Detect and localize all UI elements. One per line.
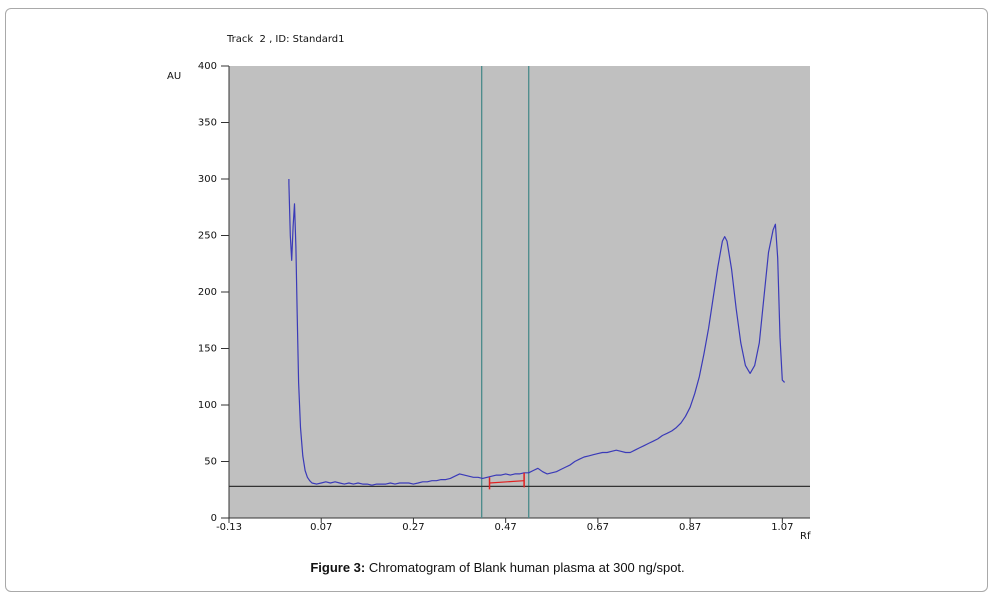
y-tick-label: 200 <box>198 287 217 298</box>
figure-caption: Figure 3: Chromatogram of Blank human pl… <box>0 560 995 575</box>
x-tick-label: -0.13 <box>216 522 242 533</box>
y-tick-label: 150 <box>198 344 217 355</box>
chart-title: Track 2 , ID: Standard1 <box>227 34 345 45</box>
x-tick-label: 0.07 <box>310 522 332 533</box>
caption-label: Figure 3: <box>310 560 366 575</box>
chromatogram-chart: 0 50 100 150 200 250 300 350 400 -0.13 0.07 0.27 0.4… <box>198 61 810 533</box>
y-tick-label: 300 <box>198 174 217 185</box>
y-tick-label: 250 <box>198 231 217 242</box>
y-tick-label: 0 <box>211 513 217 524</box>
chart-marks <box>229 66 810 518</box>
y-tick-label: 100 <box>198 400 217 411</box>
integration-baseline <box>489 480 525 484</box>
y-tick-label: 400 <box>198 61 217 72</box>
y-tick-label: 350 <box>198 118 217 129</box>
x-tick-label: 1.07 <box>771 522 793 533</box>
x-axis-label: Rf <box>800 531 811 542</box>
axis-ticks: 0 50 100 150 200 250 300 350 400 -0.13 0.07 0.27 0.4… <box>198 61 810 533</box>
x-tick-label: 0.67 <box>587 522 609 533</box>
x-tick-label: 0.87 <box>679 522 701 533</box>
caption-text: Chromatogram of Blank human plasma at 30… <box>365 560 685 575</box>
y-tick-label: 50 <box>204 457 217 468</box>
y-axis-label: AU <box>167 71 182 82</box>
plot-area <box>229 66 810 518</box>
x-tick-label: 0.27 <box>402 522 424 533</box>
x-tick-label: 0.47 <box>495 522 517 533</box>
